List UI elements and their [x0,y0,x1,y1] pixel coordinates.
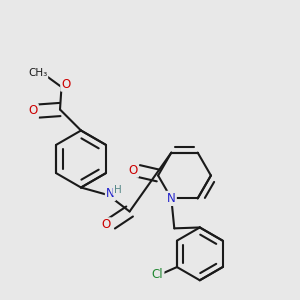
Text: O: O [61,77,70,91]
Text: CH₃: CH₃ [28,68,47,79]
Text: N: N [167,192,176,205]
Text: O: O [102,218,111,232]
Text: H: H [114,184,122,195]
Text: Cl: Cl [152,268,163,281]
Text: N: N [106,187,115,200]
Text: O: O [129,164,138,177]
Text: O: O [28,104,38,118]
